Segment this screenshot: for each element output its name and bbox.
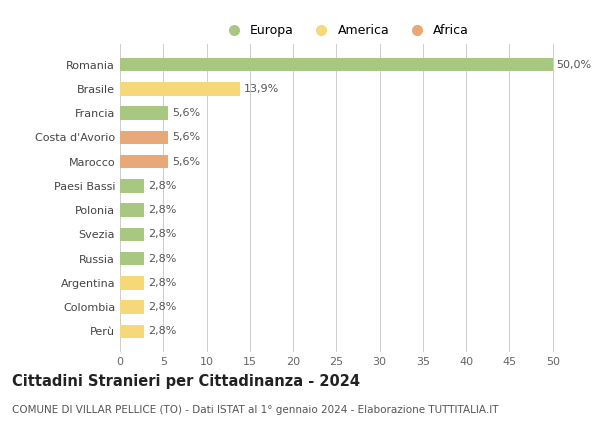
Text: 5,6%: 5,6% xyxy=(172,132,200,143)
Text: 50,0%: 50,0% xyxy=(556,60,591,70)
Legend: Europa, America, Africa: Europa, America, Africa xyxy=(216,19,474,42)
Bar xyxy=(120,276,144,290)
Bar xyxy=(120,227,144,241)
Text: 5,6%: 5,6% xyxy=(172,108,200,118)
Text: 2,8%: 2,8% xyxy=(148,302,176,312)
Bar xyxy=(120,155,169,169)
Text: 13,9%: 13,9% xyxy=(244,84,279,94)
Bar xyxy=(120,82,240,95)
Bar xyxy=(120,252,144,265)
Text: COMUNE DI VILLAR PELLICE (TO) - Dati ISTAT al 1° gennaio 2024 - Elaborazione TUT: COMUNE DI VILLAR PELLICE (TO) - Dati IST… xyxy=(12,405,499,415)
Bar xyxy=(120,58,553,71)
Bar xyxy=(120,106,169,120)
Text: 2,8%: 2,8% xyxy=(148,229,176,239)
Text: 2,8%: 2,8% xyxy=(148,326,176,336)
Text: Cittadini Stranieri per Cittadinanza - 2024: Cittadini Stranieri per Cittadinanza - 2… xyxy=(12,374,360,389)
Bar xyxy=(120,131,169,144)
Text: 2,8%: 2,8% xyxy=(148,278,176,288)
Text: 2,8%: 2,8% xyxy=(148,253,176,264)
Bar xyxy=(120,179,144,193)
Text: 2,8%: 2,8% xyxy=(148,205,176,215)
Text: 5,6%: 5,6% xyxy=(172,157,200,167)
Text: 2,8%: 2,8% xyxy=(148,181,176,191)
Bar xyxy=(120,325,144,338)
Bar xyxy=(120,301,144,314)
Bar xyxy=(120,203,144,217)
